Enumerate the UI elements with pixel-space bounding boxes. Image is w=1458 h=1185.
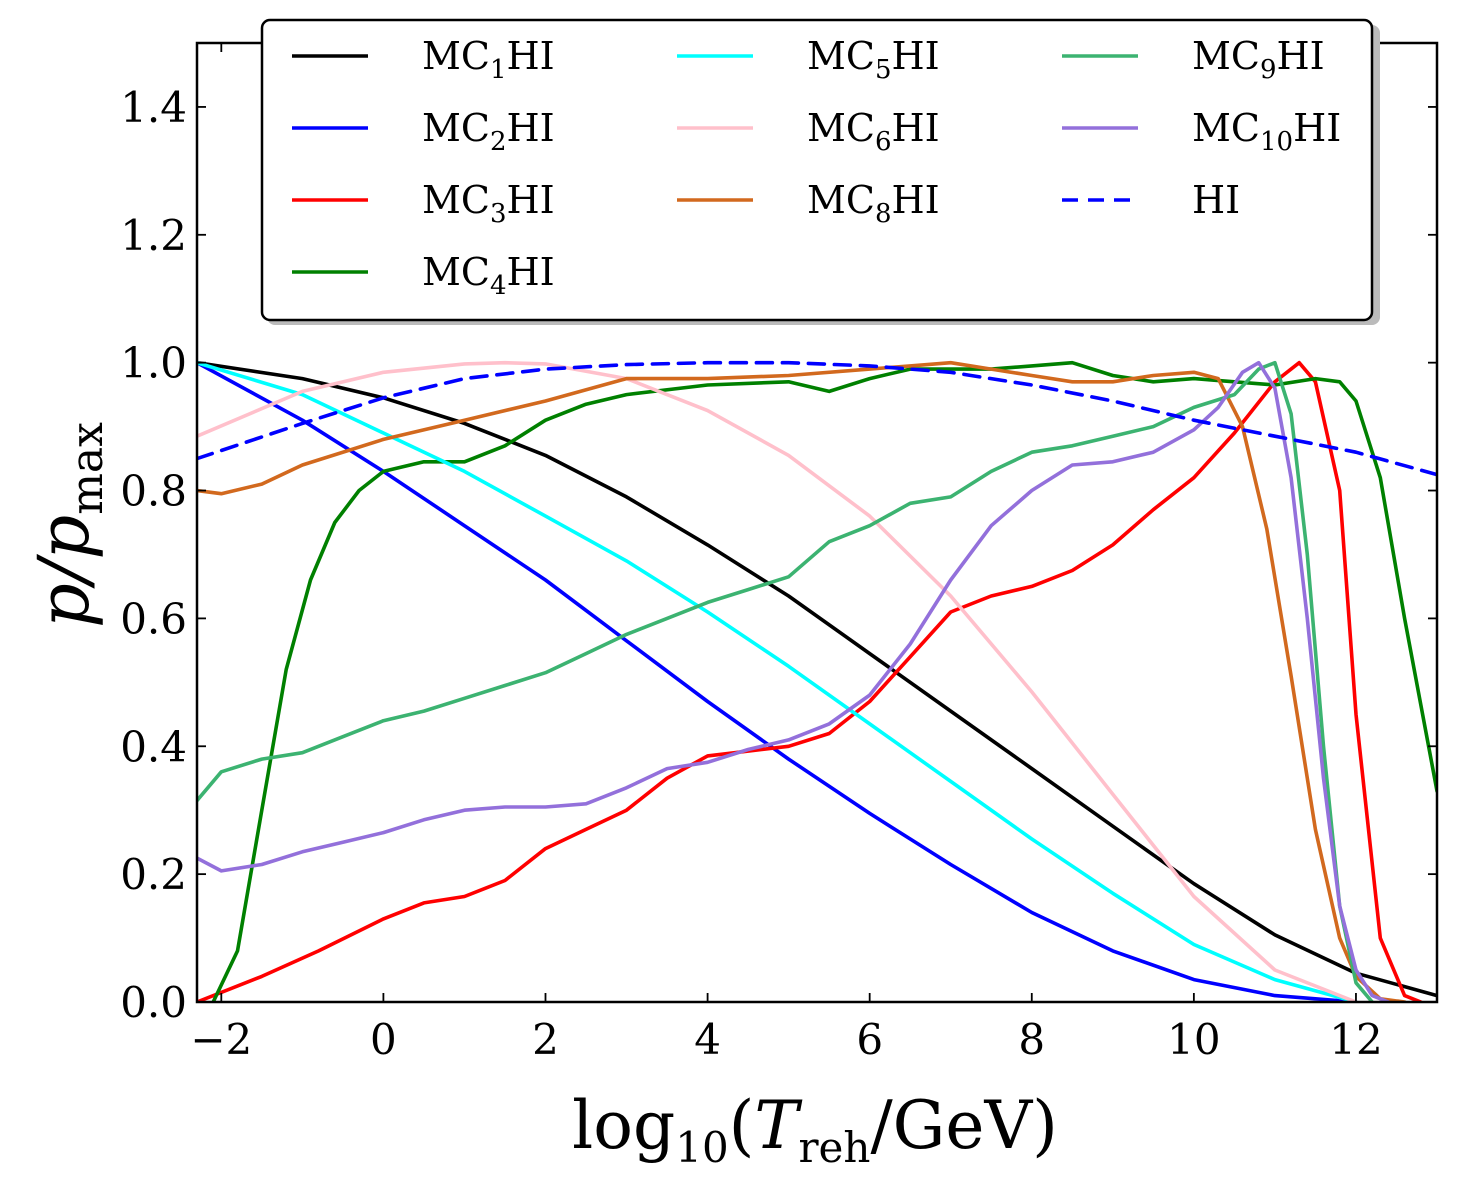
legend-label: MC2HI — [422, 106, 555, 157]
series-line-mc4hi — [211, 360, 1437, 1002]
tick-layer: −2 0 2 4 6 8 10 12 0.0 0.2 0.4 0.6 0.8 1.0 1.2 1.4 — [120, 43, 1437, 1064]
legend-item-mc3hi: MC3HI — [292, 178, 555, 229]
series-line-mc5hi — [197, 360, 1358, 1002]
x-tick-label: 6 — [856, 1015, 883, 1064]
legend-item-mc9hi: MC9HI — [1062, 34, 1325, 85]
series-line-mc9hi — [197, 360, 1374, 1002]
x-axis-label: log10(Treh/GeV) — [572, 1087, 1058, 1172]
series-line-mc2hi — [197, 360, 1358, 1002]
y-tick-label: 0.0 — [120, 978, 187, 1027]
series-layer — [197, 360, 1437, 1002]
legend-item-mc2hi: MC2HI — [292, 106, 555, 157]
x-tick-label: 12 — [1329, 1015, 1382, 1064]
legend-label: MC4HI — [422, 250, 555, 301]
series-line-mc6hi — [197, 360, 1358, 1002]
y-tick-label: 0.4 — [120, 722, 187, 771]
series-line-mc8hi — [197, 360, 1407, 1002]
legend-item-mc1hi: MC1HI — [292, 34, 555, 85]
legend-item-mc5hi: MC5HI — [677, 34, 940, 85]
legend-item-mc6hi: MC6HI — [677, 106, 940, 157]
legend-item-mc8hi: MC8HI — [677, 178, 940, 229]
y-tick-label: 0.8 — [120, 467, 187, 516]
legend-item-mc10hi: MC10HI — [1062, 106, 1341, 157]
series-line-mc1hi — [197, 360, 1437, 998]
legend-label: MC6HI — [807, 106, 940, 157]
y-tick-label: 0.6 — [120, 594, 187, 643]
y-tick-label: 1.0 — [120, 339, 187, 388]
y-axis-label: p/pmax — [23, 422, 113, 628]
x-tick-label: −2 — [190, 1015, 252, 1064]
legend-item-mc4hi: MC4HI — [292, 250, 555, 301]
legend: MC1HI MC2HI MC3HI MC4HI MC5HI MC6HI MC8HI MC9HI… — [260, 18, 1380, 325]
x-tick-label: 8 — [1018, 1015, 1045, 1064]
x-tick-label: 0 — [370, 1015, 397, 1064]
legend-item-hi: HI — [1062, 178, 1240, 222]
legend-label: MC1HI — [422, 34, 555, 85]
x-tick-label: 4 — [694, 1015, 721, 1064]
x-tick-label: 10 — [1167, 1015, 1220, 1064]
legend-items: MC1HI MC2HI MC3HI MC4HI MC5HI MC6HI MC8HI MC9HI… — [292, 34, 1341, 301]
legend-label: MC10HI — [1192, 106, 1341, 157]
legend-box — [260, 18, 1374, 322]
legend-label: MC5HI — [807, 34, 940, 85]
y-tick-label: 1.4 — [120, 83, 187, 132]
legend-label: HI — [1192, 178, 1240, 222]
legend-label: MC3HI — [422, 178, 555, 229]
x-tick-label: 2 — [532, 1015, 559, 1064]
y-tick-label: 0.2 — [120, 850, 187, 899]
series-line-hi — [197, 360, 1437, 477]
legend-label: MC9HI — [1192, 34, 1325, 85]
legend-label: MC8HI — [807, 178, 940, 229]
y-tick-label: 1.2 — [120, 211, 187, 260]
series-line-mc10hi — [197, 360, 1391, 1002]
